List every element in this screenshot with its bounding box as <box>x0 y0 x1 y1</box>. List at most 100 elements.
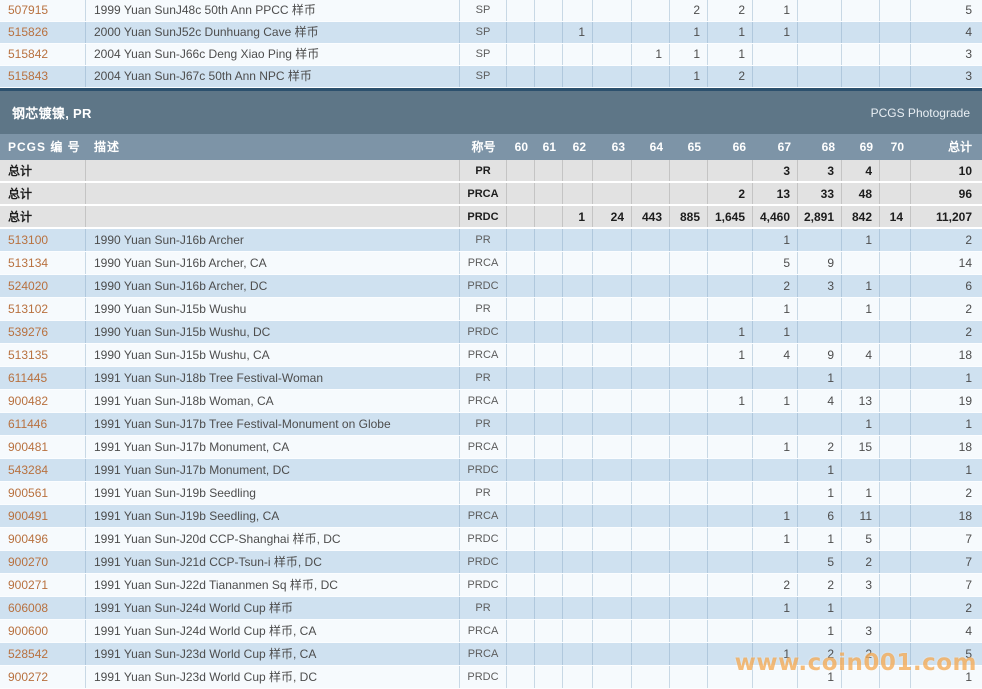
grade-66-cell <box>708 459 753 481</box>
pcgs-number-link[interactable]: 900561 <box>8 486 49 500</box>
grade-69-cell <box>842 66 880 87</box>
table-row: 539276 1990 Yuan Sun-J15b Wushu, DC PRDC 1 1… <box>0 321 982 344</box>
grade-69-cell: 48 <box>842 183 880 204</box>
grade-68-cell: 1 <box>798 482 842 504</box>
pcgs-number-link[interactable]: 900600 <box>8 624 49 638</box>
grade-62-cell <box>563 252 593 274</box>
grade-60-cell <box>507 160 535 181</box>
total-cell: 10 <box>958 164 972 178</box>
pcgs-number-link[interactable]: 900481 <box>8 440 49 454</box>
pcgs-number-cell: 528542 <box>0 643 86 665</box>
grade-65-cell <box>670 528 708 550</box>
grade-60-cell <box>507 528 535 550</box>
header-grade-61: 61 <box>542 140 556 154</box>
grade-66-cell <box>708 551 753 573</box>
pcgs-number-cell: 543284 <box>0 459 86 481</box>
pcgs-number-link[interactable]: 513135 <box>8 348 49 362</box>
grade-64-cell <box>632 344 670 366</box>
grade-70-cell <box>880 22 911 43</box>
pcgs-number-link[interactable]: 611446 <box>8 417 48 431</box>
grade-67-cell: 3 <box>753 160 798 181</box>
pcgs-number-link[interactable]: 524020 <box>8 279 49 293</box>
grade-69-cell: 2 <box>842 551 880 573</box>
pcgs-number-link[interactable]: 515826 <box>8 25 49 39</box>
grade-62-cell <box>563 597 593 619</box>
grade-64-cell <box>632 183 670 204</box>
pcgs-number-link[interactable]: 900482 <box>8 394 49 408</box>
grade-68-cell <box>798 0 842 21</box>
grade-70-cell <box>880 229 911 251</box>
table-row: 900481 1991 Yuan Sun-J17b Monument, CA PRC… <box>0 436 982 459</box>
grade-66-cell <box>708 160 753 181</box>
header-grade-69: 69 <box>859 140 873 154</box>
pcgs-number-link[interactable]: 515843 <box>8 69 49 83</box>
grade-65-cell <box>670 275 708 297</box>
pcgs-number-link[interactable]: 513100 <box>8 233 49 247</box>
grade-66-cell <box>708 436 753 458</box>
total-cell: 2 <box>965 486 972 500</box>
grade-69-cell <box>842 321 880 343</box>
pcgs-number-link[interactable]: 507915 <box>8 3 49 17</box>
pcgs-number-link[interactable]: 606008 <box>8 601 49 615</box>
designation-cell: PR <box>460 298 507 320</box>
grade-67-cell <box>753 44 798 65</box>
grade-66-cell <box>708 298 753 320</box>
grade-62-cell <box>563 620 593 642</box>
grade-70-cell <box>880 528 911 550</box>
pcgs-number-link[interactable]: 900272 <box>8 670 49 684</box>
pcgs-number-link[interactable]: 611445 <box>8 371 48 385</box>
coin-description: 1991 Yuan Sun-J19b Seedling <box>86 482 460 504</box>
grade-60-cell <box>507 574 535 596</box>
grade-66-cell: 1,645 <box>708 206 753 227</box>
grade-63-cell <box>593 666 632 688</box>
pcgs-number-link[interactable]: 513134 <box>8 256 49 270</box>
table-row: 900600 1991 Yuan Sun-J24d World Cup 样币, C… <box>0 620 982 643</box>
grade-60-cell <box>507 390 535 412</box>
grade-69-cell: 1 <box>842 229 880 251</box>
grade-67-cell: 4 <box>753 344 798 366</box>
total-cell: 6 <box>965 279 972 293</box>
grade-70-cell <box>880 252 911 274</box>
grade-66-cell <box>708 597 753 619</box>
grade-61-cell <box>535 367 563 389</box>
grade-63-cell <box>593 597 632 619</box>
designation-cell: PRCA <box>460 183 507 204</box>
grade-64-cell <box>632 367 670 389</box>
pcgs-number-link[interactable]: 900491 <box>8 509 49 523</box>
pcgs-number-link[interactable]: 900271 <box>8 578 49 592</box>
pcgs-number-cell: 539276 <box>0 321 86 343</box>
coin-description: 1991 Yuan Sun-J19b Seedling, CA <box>86 505 460 527</box>
pcgs-number-link[interactable]: 543284 <box>8 463 49 477</box>
pcgs-number-link[interactable]: 539276 <box>8 325 49 339</box>
grade-68-cell: 9 <box>798 252 842 274</box>
grade-69-cell: 4 <box>842 160 880 181</box>
pcgs-number-link[interactable]: 515842 <box>8 47 49 61</box>
grade-64-cell <box>632 574 670 596</box>
coin-description: 1990 Yuan Sun-J16b Archer, CA <box>86 252 460 274</box>
pcgs-number-link[interactable]: 900270 <box>8 555 49 569</box>
total-cell: 7 <box>965 555 972 569</box>
total-cell: 3 <box>965 47 972 61</box>
total-cell: 2 <box>965 601 972 615</box>
table-row: 524020 1990 Yuan Sun-J16b Archer, DC PRDC 2… <box>0 275 982 298</box>
pcgs-number-link[interactable]: 528542 <box>8 647 49 661</box>
grade-63-cell <box>593 252 632 274</box>
grade-69-cell <box>842 0 880 21</box>
grade-60-cell <box>507 0 535 21</box>
pcgs-number-link[interactable]: 900496 <box>8 532 49 546</box>
pcgs-number-link[interactable]: 513102 <box>8 302 49 316</box>
table-row: 543284 1991 Yuan Sun-J17b Monument, DC PRD… <box>0 459 982 482</box>
grade-61-cell <box>535 206 563 227</box>
grade-68-cell <box>798 413 842 435</box>
designation-cell: SP <box>460 66 507 87</box>
grade-60-cell <box>507 206 535 227</box>
photograde-link[interactable]: PCGS Photograde <box>870 105 970 120</box>
grade-61-cell <box>535 183 563 204</box>
coin-description <box>86 206 460 227</box>
pcgs-number-cell: 611445 <box>0 367 86 389</box>
grade-60-cell <box>507 275 535 297</box>
grade-61-cell <box>535 0 563 21</box>
grade-65-cell <box>670 505 708 527</box>
designation-cell: PRCA <box>460 505 507 527</box>
